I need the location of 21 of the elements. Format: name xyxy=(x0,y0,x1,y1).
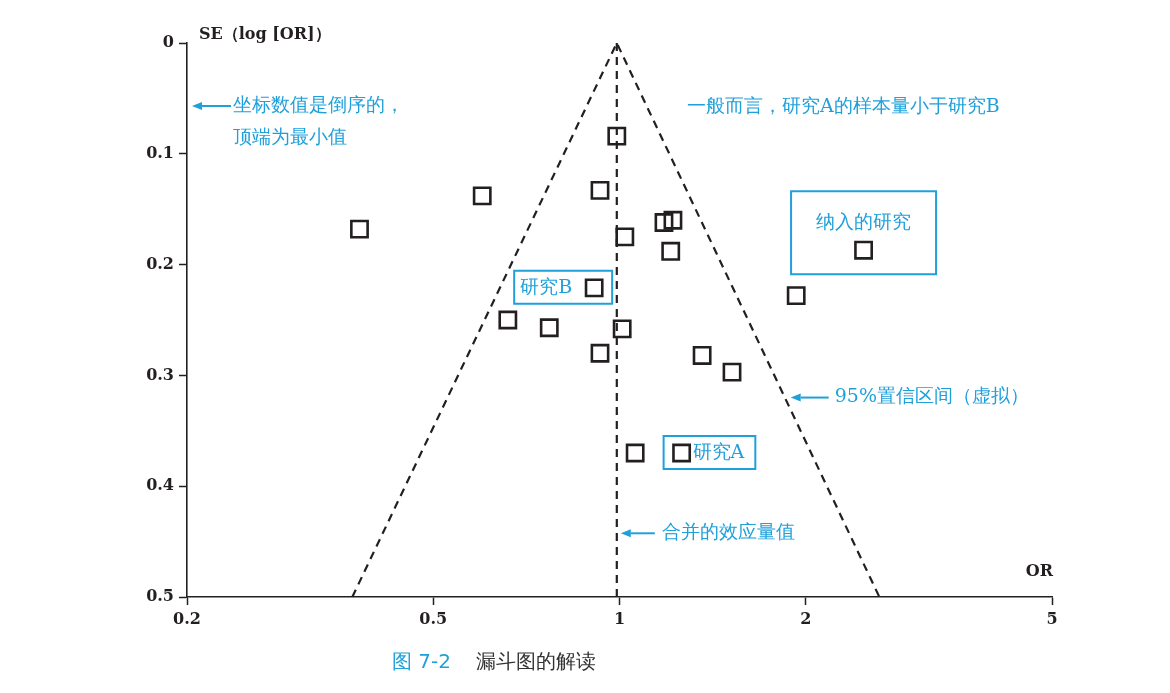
x-tick-label: 2 xyxy=(800,608,812,628)
y-tick-label: 0.3 xyxy=(146,364,174,384)
x-tick-label: 0.2 xyxy=(173,608,201,628)
y-tick-label: 0.4 xyxy=(146,475,174,495)
x-tick-label: 1 xyxy=(613,608,626,628)
y-tick-label: 0.2 xyxy=(146,253,174,273)
annotation: 一般而言，研究A的样本量小于研究B xyxy=(686,93,1000,116)
annotation: 纳入的研究 xyxy=(816,210,912,233)
annotation: 95%置信区间（虚拟） xyxy=(834,384,1029,407)
ref-line-label: 合并的效应量值 xyxy=(661,520,795,543)
x-tick-label: 5 xyxy=(1046,608,1058,628)
text: 图 7-2 漏斗图的解读 xyxy=(392,649,597,674)
y-tick-label: 0.5 xyxy=(146,586,174,606)
y-axis-title: SE（log [OR]） xyxy=(199,24,331,44)
y-tick-label: 0.1 xyxy=(146,142,174,162)
x-tick-label: 0.5 xyxy=(419,608,448,628)
annotation: 坐标数值是倒序的，顶端为最小值 xyxy=(233,92,404,147)
y-tick-label: 0 xyxy=(162,32,174,52)
annotation: 研究A xyxy=(692,439,745,462)
x-axis-title: OR xyxy=(1025,561,1054,581)
annotation: 研究B xyxy=(520,274,573,297)
